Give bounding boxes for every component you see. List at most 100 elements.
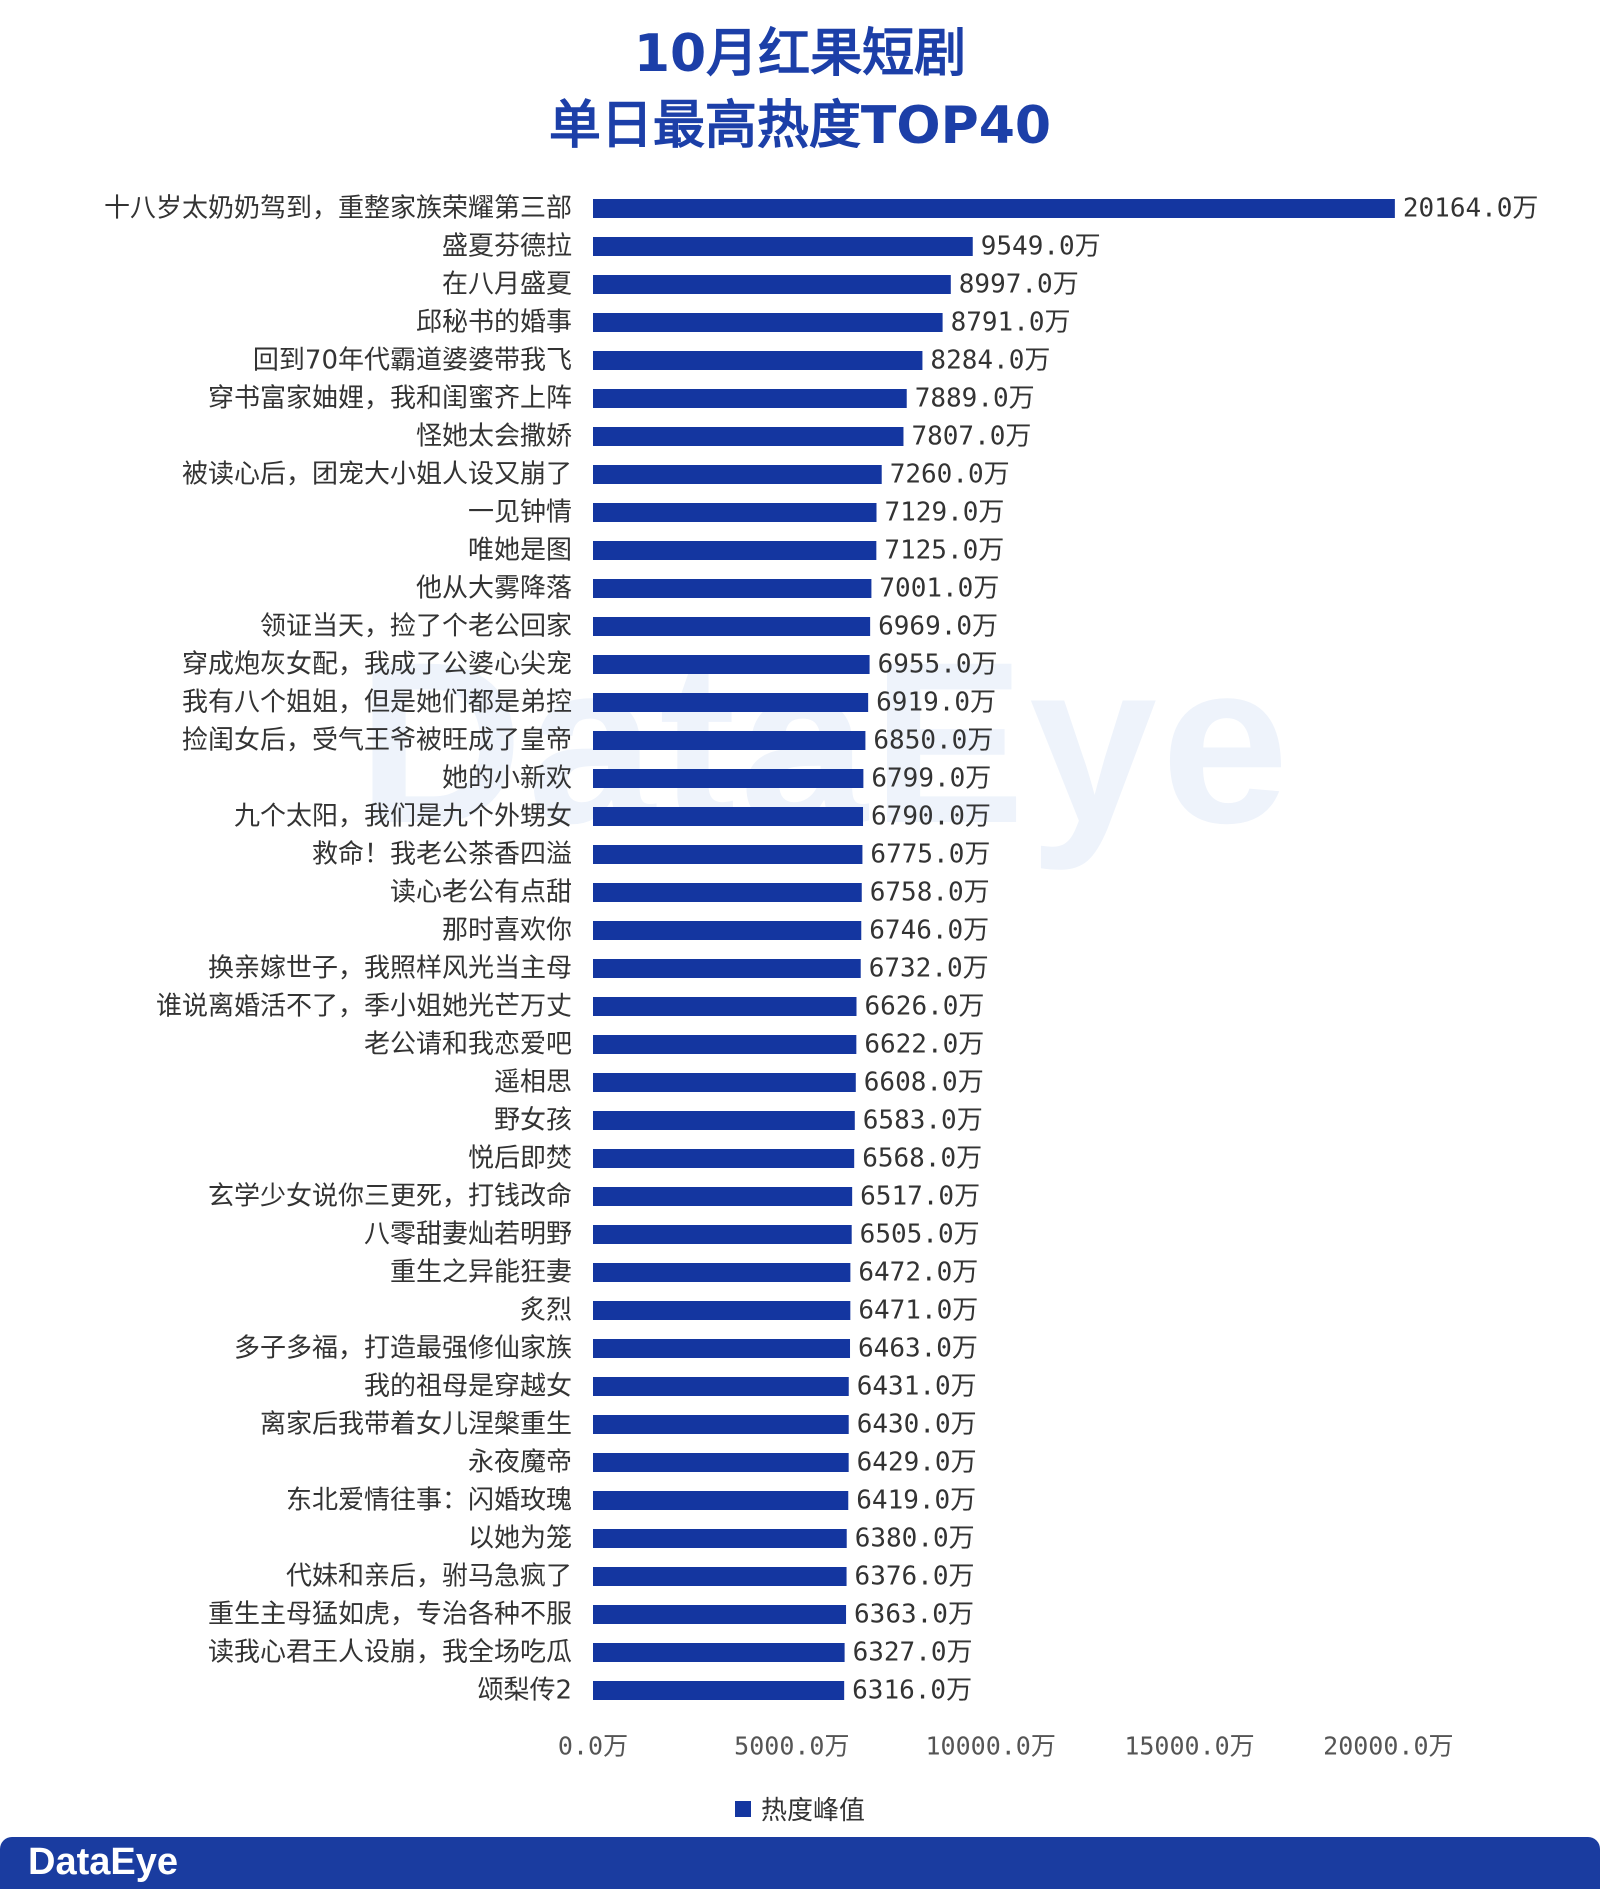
data-label: 6626.0万 [864, 992, 984, 1022]
bar [593, 1567, 847, 1586]
data-label: 6955.0万 [878, 650, 998, 680]
category-label: 他从大雾降落 [416, 574, 572, 604]
data-label: 6471.0万 [858, 1296, 978, 1326]
bar [593, 1301, 851, 1320]
category-label: 她的小新欢 [442, 764, 572, 794]
category-label: 野女孩 [494, 1106, 572, 1136]
data-label: 6430.0万 [857, 1410, 977, 1440]
bar [593, 579, 872, 598]
bar [593, 1453, 849, 1472]
category-label: 怪她太会撒娇 [416, 422, 572, 452]
bar [593, 1035, 857, 1054]
category-label: 多子多福，打造最强修仙家族 [234, 1334, 572, 1364]
bar [593, 1187, 853, 1206]
chart-title-line-2: 单日最高热度TOP40 [548, 96, 1052, 156]
bar [593, 959, 861, 978]
data-label: 6919.0万 [876, 688, 996, 718]
data-label: 8284.0万 [930, 346, 1050, 376]
category-label: 救命！我老公茶香四溢 [312, 840, 572, 870]
category-label: 老公请和我恋爱吧 [364, 1030, 572, 1060]
data-label: 6758.0万 [870, 878, 990, 908]
bar [593, 1263, 851, 1282]
data-label: 6431.0万 [857, 1372, 977, 1402]
category-label: 盛夏芬德拉 [442, 232, 572, 262]
bar [593, 503, 877, 522]
bar [593, 1225, 852, 1244]
bar [593, 1415, 849, 1434]
bar [593, 769, 864, 788]
category-label: 回到70年代霸道婆婆带我飞 [253, 346, 572, 376]
category-label: 我的祖母是穿越女 [364, 1372, 572, 1402]
category-label: 唯她是图 [468, 536, 572, 566]
data-label: 7001.0万 [879, 574, 999, 604]
data-label: 6732.0万 [869, 954, 989, 984]
category-label: 重生主母猛如虎，专治各种不服 [208, 1600, 572, 1630]
data-label: 6380.0万 [855, 1524, 975, 1554]
data-label: 6608.0万 [864, 1068, 984, 1098]
x-tick-label: 5000.0万 [734, 1732, 849, 1761]
data-label: 6463.0万 [858, 1334, 978, 1364]
data-label: 6327.0万 [853, 1638, 973, 1668]
bar [593, 997, 857, 1016]
bar [593, 731, 866, 750]
legend-label: 热度峰值 [760, 1796, 865, 1826]
category-label: 八零甜妻灿若明野 [364, 1220, 572, 1250]
data-label: 20164.0万 [1403, 194, 1539, 224]
category-label: 穿书富家妯娌，我和闺蜜齐上阵 [208, 384, 572, 414]
x-tick-label: 20000.0万 [1323, 1732, 1453, 1761]
data-label: 8997.0万 [959, 270, 1079, 300]
bar [593, 617, 871, 636]
data-label: 6850.0万 [873, 726, 993, 756]
bar [593, 807, 864, 826]
bar [593, 921, 862, 940]
category-label: 换亲嫁世子，我照样风光当主母 [208, 954, 572, 984]
category-label: 代妹和亲后，驸马急疯了 [286, 1562, 572, 1592]
data-label: 7260.0万 [890, 460, 1010, 490]
bar [593, 237, 973, 256]
bar [593, 845, 863, 864]
data-label: 6746.0万 [869, 916, 989, 946]
bar [593, 275, 951, 294]
bar [593, 1643, 845, 1662]
category-label: 读心老公有点甜 [390, 878, 572, 908]
bar [593, 1605, 847, 1624]
category-label: 炙烈 [520, 1296, 572, 1326]
data-label: 7889.0万 [915, 384, 1035, 414]
bar [593, 389, 907, 408]
data-label: 6799.0万 [871, 764, 991, 794]
bar [593, 1529, 847, 1548]
data-label: 6363.0万 [854, 1600, 974, 1630]
bar [593, 693, 869, 712]
data-label: 7125.0万 [884, 536, 1004, 566]
bar [593, 655, 870, 674]
bar [593, 1149, 855, 1168]
data-label: 9549.0万 [981, 232, 1101, 262]
category-label: 读我心君王人设崩，我全场吃瓜 [208, 1638, 572, 1668]
bar [593, 1339, 851, 1358]
category-label: 颂梨传2 [477, 1676, 572, 1706]
chart-title: 10月红果短剧 单日最高热度TOP40 [0, 18, 1600, 162]
data-label: 6790.0万 [871, 802, 991, 832]
brand-logo: DataEye [28, 1841, 178, 1883]
bar [593, 1111, 855, 1130]
data-label: 7129.0万 [885, 498, 1005, 528]
data-label: 6583.0万 [863, 1106, 983, 1136]
category-label: 重生之异能狂妻 [390, 1258, 572, 1288]
category-label: 东北爱情往事：闪婚玫瑰 [286, 1486, 572, 1516]
category-label: 我有八个姐姐，但是她们都是弟控 [182, 688, 572, 718]
category-label: 穿成炮灰女配，我成了公婆心尖宠 [182, 650, 572, 680]
bar [593, 313, 943, 332]
bar [593, 1491, 849, 1510]
bar [593, 199, 1395, 218]
bar [593, 351, 923, 370]
category-label: 领证当天，捡了个老公回家 [260, 612, 572, 642]
x-tick-label: 15000.0万 [1124, 1732, 1254, 1761]
category-label: 十八岁太奶奶驾到，重整家族荣耀第三部 [104, 194, 572, 224]
data-label: 8791.0万 [951, 308, 1071, 338]
category-label: 玄学少女说你三更死，打钱改命 [208, 1182, 572, 1212]
legend[interactable]: 热度峰值 [0, 1790, 1600, 1827]
category-label: 九个太阳，我们是九个外甥女 [234, 802, 572, 832]
bar [593, 465, 882, 484]
category-label: 那时喜欢你 [442, 916, 572, 946]
